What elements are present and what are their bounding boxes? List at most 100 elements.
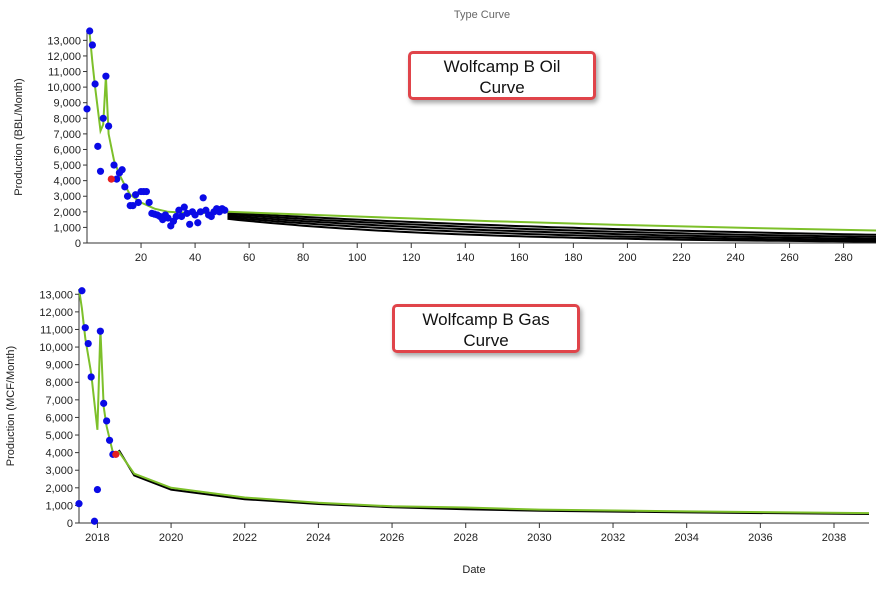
data-point bbox=[183, 209, 191, 217]
x-tick-label: 160 bbox=[510, 252, 528, 264]
data-point bbox=[196, 208, 205, 216]
data-point bbox=[96, 167, 105, 175]
x-tick-label: 2020 bbox=[159, 532, 183, 544]
forecast-curve-2 bbox=[227, 213, 877, 238]
x-tick-label: 20 bbox=[135, 252, 147, 264]
data-point bbox=[199, 194, 207, 202]
x-tick-label: 40 bbox=[189, 252, 201, 264]
x-tick-label: 80 bbox=[297, 252, 309, 264]
forecast-curve-1 bbox=[227, 211, 877, 236]
data-point bbox=[180, 203, 188, 211]
data-point bbox=[123, 192, 132, 200]
x-tick-label: 2024 bbox=[306, 532, 330, 544]
data-point bbox=[87, 373, 95, 381]
data-point bbox=[121, 183, 129, 191]
y-tick-label: 10,000 bbox=[47, 82, 81, 94]
y-tick-label: 1,000 bbox=[45, 500, 73, 512]
gas-callout-line1: Wolfcamp B Gas bbox=[422, 310, 550, 329]
data-point bbox=[93, 485, 102, 494]
x-tick-label: 2032 bbox=[601, 532, 625, 544]
data-point bbox=[142, 187, 151, 196]
gas-callout-line2: Curve bbox=[463, 331, 509, 350]
data-point bbox=[221, 206, 229, 214]
y-tick-label: 6,000 bbox=[45, 412, 73, 424]
y-axis-label: Production (BBL/Month) bbox=[13, 78, 25, 195]
data-point bbox=[102, 72, 110, 80]
x-tick-label: 2034 bbox=[674, 532, 698, 544]
data-point bbox=[94, 142, 102, 150]
x-axis-label: Date bbox=[462, 564, 485, 576]
data-point bbox=[129, 201, 137, 210]
x-tick-label: 260 bbox=[780, 252, 798, 264]
x-tick-label: 220 bbox=[672, 252, 690, 264]
data-point bbox=[88, 41, 97, 49]
page-title: Type Curve bbox=[453, 9, 511, 21]
y-tick-label: 11,000 bbox=[48, 67, 81, 79]
data-point bbox=[99, 114, 107, 122]
data-point bbox=[191, 211, 199, 219]
data-point bbox=[113, 175, 121, 183]
y-tick-label: 12,000 bbox=[39, 307, 73, 319]
y-tick-label: 11,000 bbox=[40, 324, 73, 336]
data-point bbox=[75, 500, 83, 508]
data-point bbox=[100, 399, 108, 407]
data-point bbox=[105, 122, 113, 130]
forecast-curve-3 bbox=[227, 214, 877, 240]
data-point bbox=[177, 212, 186, 221]
y-tick-label: 13,000 bbox=[47, 35, 81, 47]
x-tick-label: 2030 bbox=[527, 532, 551, 544]
y-tick-label: 3,000 bbox=[45, 465, 73, 477]
forecast-curve-5 bbox=[227, 217, 877, 243]
data-point bbox=[164, 214, 172, 222]
x-tick-label: 240 bbox=[726, 252, 744, 264]
gas-curve-callout: Wolfcamp B Gas Curve bbox=[392, 304, 580, 353]
x-tick-label: 2022 bbox=[232, 532, 256, 544]
y-tick-label: 7,000 bbox=[45, 395, 73, 407]
data-point bbox=[90, 517, 99, 525]
y-tick-label: 6,000 bbox=[53, 144, 81, 156]
x-tick-label: 2018 bbox=[85, 532, 109, 544]
data-point bbox=[134, 198, 142, 207]
y-tick-label: 9,000 bbox=[53, 98, 81, 110]
y-tick-label: 4,000 bbox=[45, 448, 73, 460]
data-point bbox=[194, 219, 202, 227]
y-tick-label: 5,000 bbox=[53, 160, 81, 172]
data-point bbox=[145, 198, 153, 207]
data-point bbox=[96, 327, 104, 335]
data-point bbox=[172, 212, 180, 221]
y-tick-label: 2,000 bbox=[45, 483, 73, 495]
data-point bbox=[110, 161, 118, 169]
data-point bbox=[86, 27, 94, 35]
oil-production-chart: 0 1,000 2,000 3,000 4,000 5,000 6,000 7,000 8,00… bbox=[13, 27, 877, 264]
y-tick-label: 2,000 bbox=[53, 207, 81, 219]
y-tick-label: 0 bbox=[75, 238, 81, 250]
y-tick-label: 13,000 bbox=[39, 289, 73, 301]
x-tick-label: 280 bbox=[834, 252, 852, 264]
data-point bbox=[81, 324, 89, 332]
y-tick-label: 12,000 bbox=[47, 51, 81, 63]
forecast-curve-4 bbox=[227, 216, 877, 242]
oil-callout-line2: Curve bbox=[479, 78, 525, 97]
y-tick-label: 7,000 bbox=[53, 129, 81, 141]
x-tick-label: 2026 bbox=[380, 532, 404, 544]
data-point bbox=[84, 339, 92, 348]
forecast-curve bbox=[117, 449, 870, 515]
x-tick-label: 200 bbox=[618, 252, 636, 264]
y-tick-label: 8,000 bbox=[53, 113, 81, 125]
x-tick-label: 2036 bbox=[748, 532, 772, 544]
y-tick-label: 8,000 bbox=[45, 377, 73, 389]
data-point bbox=[186, 220, 194, 228]
x-tick-label: 120 bbox=[402, 252, 420, 264]
x-tick-label: 100 bbox=[348, 252, 366, 264]
highlighted-point bbox=[107, 175, 115, 183]
data-point bbox=[175, 206, 183, 214]
x-tick-label: 2038 bbox=[822, 532, 846, 544]
y-tick-label: 10,000 bbox=[39, 342, 73, 354]
x-tick-label: 2028 bbox=[453, 532, 477, 544]
y-tick-label: 9,000 bbox=[45, 360, 73, 372]
data-point bbox=[118, 166, 126, 174]
y-tick-label: 0 bbox=[67, 518, 73, 530]
oil-curve-callout: Wolfcamp B Oil Curve bbox=[408, 51, 596, 100]
oil-callout-line1: Wolfcamp B Oil bbox=[443, 57, 561, 76]
